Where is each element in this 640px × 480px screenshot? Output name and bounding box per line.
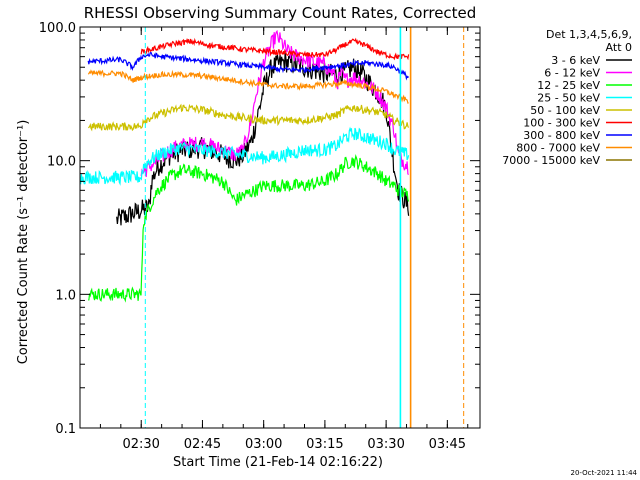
series-line-6 [87, 51, 410, 81]
legend-label-3: 25 - 50 keV [537, 92, 600, 105]
x-tick-label-1: 02:45 [184, 437, 221, 452]
series-layer [80, 29, 410, 303]
legend-label-2: 12 - 25 keV [537, 79, 600, 92]
legend-label-7: 800 - 7000 keV [516, 142, 600, 155]
y-axis-label: Corrected Count Rate (s⁻¹ detector⁻¹) [16, 120, 31, 365]
x-tick-label-2: 03:00 [245, 437, 282, 452]
x-axis: 02:30 02:45 03:00 03:15 03:30 03:45 [79, 27, 469, 452]
y-axis: 100.0 10.0 1.0 0.1 [39, 21, 480, 437]
legend-label-4: 50 - 100 keV [530, 104, 600, 117]
series-line-4 [88, 103, 410, 132]
series-line-7 [87, 69, 409, 104]
chart-title: RHESSI Observing Summary Count Rates, Co… [84, 4, 477, 22]
y-tick-label-3: 0.1 [55, 422, 76, 437]
series-line-3 [80, 126, 410, 186]
series-line-5 [140, 37, 410, 61]
legend-label-0: 3 - 6 keV [551, 54, 600, 67]
x-tick-label-3: 03:15 [306, 437, 343, 452]
annotation-layer [144, 27, 465, 428]
series-line-2 [88, 153, 410, 303]
x-tick-label-0: 02:30 [122, 437, 159, 452]
y-tick-label-2: 1.0 [55, 288, 76, 303]
legend-label-1: 6 - 12 keV [544, 67, 600, 80]
y-tick-label-0: 100.0 [39, 21, 76, 36]
legend-label-6: 300 - 800 keV [523, 129, 600, 142]
legend-label-8: 7000 - 15000 keV [502, 154, 600, 167]
legend-header-1: Att 0 [606, 41, 632, 54]
x-tick-label-4: 03:30 [367, 437, 404, 452]
plot-frame [79, 26, 481, 429]
x-tick-label-5: 03:45 [429, 437, 466, 452]
legend-label-5: 100 - 300 keV [523, 117, 600, 130]
y-tick-label-1: 10.0 [47, 155, 76, 170]
timestamp: 20-Oct-2021 11:44 [571, 469, 638, 477]
legend-header-0: Det 1,3,4,5,6,9, [546, 28, 632, 41]
x-axis-label: Start Time (21-Feb-14 02:16:22) [173, 455, 383, 470]
